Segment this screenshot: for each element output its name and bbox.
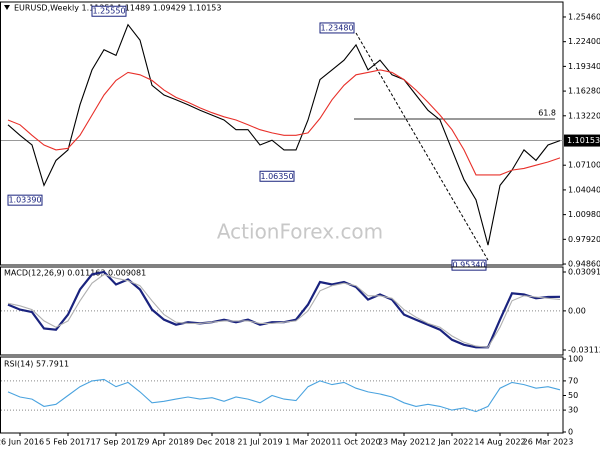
x-tick-label: 23 May 2021 [378,438,430,447]
y-tick-label: 100 [568,355,583,364]
price-annotation-box [91,5,127,17]
series-line [7,69,561,176]
y-tick-label: 1.00980 [568,210,600,219]
price-annotation-box [7,194,43,206]
fib-label: 61.8 [538,109,556,118]
y-tick-label: 1.19340 [568,62,600,71]
trendline [355,32,489,261]
x-tick-label: 5 Feb 2017 [46,438,91,447]
price-annotation-box [259,170,295,182]
panel-frame [0,1,564,266]
x-tick-label: 26 Mar 2023 [523,438,574,447]
y-tick-label: 1.16280 [568,87,600,96]
x-tick-label: 9 Dec 2018 [189,438,235,447]
x-tick-label: 11 Oct 2020 [331,438,380,447]
macd-title: MACD(12,26,9) 0.011163 0.009081 [4,269,146,278]
y-tick-label: 30 [568,406,578,415]
x-tick-label: 14 Aug 2022 [474,438,525,447]
series-line [7,378,561,413]
price-annotation: 1.03390 [8,196,41,205]
y-tick-label: 0.97920 [568,235,600,244]
y-tick-label: 0.94860 [568,260,600,269]
rsi-title: RSI(14) 57.7911 [4,360,69,369]
price-annotation: 1.25550 [92,7,125,16]
watermark: ActionForex.com [217,220,383,244]
price-annotation: 1.23480 [320,23,353,32]
y-tick-label: 0 [568,428,573,437]
y-tick-label: 50 [568,391,578,400]
last-price-box [564,134,600,147]
y-tick-label: -0.031124 [568,346,600,355]
y-tick-label: 70 [568,376,578,385]
y-tick-label: 0.030915 [568,268,600,277]
price-annotation-box [319,22,355,34]
menu-icon[interactable] [4,5,10,10]
x-tick-label: 29 Apr 2018 [139,438,188,447]
series-line [7,23,561,246]
x-tick-label: 2 Jan 2022 [431,438,474,447]
last-price-label: 1.10153 [567,136,600,145]
x-tick-label: 26 Jun 2016 [0,438,44,447]
price-annotation: 0.95340 [452,261,485,270]
price-annotation: 1.06350 [260,172,293,181]
y-tick-label: 1.13220 [568,111,600,120]
series-line [7,273,561,348]
x-tick-label: 21 Jul 2019 [237,438,282,447]
x-tick-label: 1 Mar 2020 [285,438,331,447]
y-tick-label: 1.07100 [568,161,600,170]
y-tick-label: 0.00 [568,306,586,315]
x-tick-label: 17 Sep 2017 [91,438,142,447]
price-annotation-box [451,259,487,271]
y-tick-label: 1.22400 [568,37,600,46]
y-tick-label: 1.25460 [568,12,600,21]
y-tick-label: 1.04040 [568,185,600,194]
